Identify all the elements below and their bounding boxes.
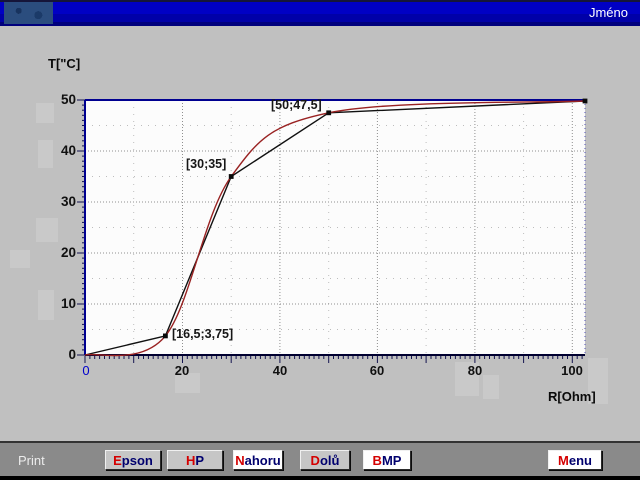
button-hotkey: B (372, 452, 382, 468)
titlebar-name-label: Jméno (588, 5, 628, 20)
background-artifact (38, 290, 54, 320)
y-tick-label-20: 20 (60, 245, 76, 260)
button-label: olů (319, 452, 340, 468)
app-logo (4, 2, 53, 24)
point-annotation-3: [50;47,5] (271, 98, 322, 112)
y-tick-label-50: 50 (60, 92, 76, 107)
button-label: P (195, 452, 205, 468)
y-tick-label-10: 10 (60, 296, 76, 311)
background-artifact (175, 373, 200, 393)
x-tick-label-20: 20 (174, 363, 190, 378)
x-axis-title: R[Ohm] (548, 389, 596, 404)
background-artifact (10, 250, 30, 268)
button-hotkey: D (310, 452, 320, 468)
button-label: MP (381, 452, 402, 468)
background-artifact (455, 362, 479, 396)
bmp-button[interactable]: BMP (363, 450, 411, 470)
x-tick-label-60: 60 (369, 363, 385, 378)
print-label: Print (18, 453, 45, 468)
background-artifact (588, 358, 608, 404)
x-tick-label-100: 100 (561, 363, 583, 378)
x-tick-label-40: 40 (272, 363, 288, 378)
epson-button[interactable]: Epson (105, 450, 161, 470)
point-annotation-1: [16,5;3,75] (172, 327, 234, 341)
point-annotation-2: [30;35] (186, 157, 227, 171)
x-tick-label-80: 80 (467, 363, 483, 378)
background-artifact (36, 103, 54, 123)
titlebar: Jméno (0, 0, 640, 26)
background-artifact (38, 140, 53, 168)
menu-button[interactable]: Menu (548, 450, 602, 470)
button-hotkey: M (558, 452, 569, 468)
hp-button[interactable]: HP (167, 450, 223, 470)
button-label: ahoru (244, 452, 281, 468)
y-tick-label-0: 0 (68, 347, 76, 362)
y-axis-title: T["C] (48, 56, 81, 71)
y-tick-label-30: 30 (60, 194, 76, 209)
x-tick-label-0: 0 (82, 363, 90, 378)
button-hotkey: N (235, 452, 245, 468)
button-label: enu (568, 452, 592, 468)
button-hotkey: E (113, 452, 122, 468)
chart-plot-svg (77, 98, 588, 363)
screen-bottom-edge (0, 476, 640, 480)
nahoru-button[interactable]: Nahoru (233, 450, 283, 470)
main-area: T["C] 50 40 30 20 10 0 0 20 40 60 80 100… (0, 26, 640, 441)
dolu-button[interactable]: Dolů (300, 450, 350, 470)
background-artifact (483, 375, 499, 399)
background-artifact (36, 218, 58, 242)
button-hotkey: H (185, 452, 196, 468)
y-tick-label-40: 40 (60, 143, 76, 158)
button-label: pson (121, 452, 153, 468)
